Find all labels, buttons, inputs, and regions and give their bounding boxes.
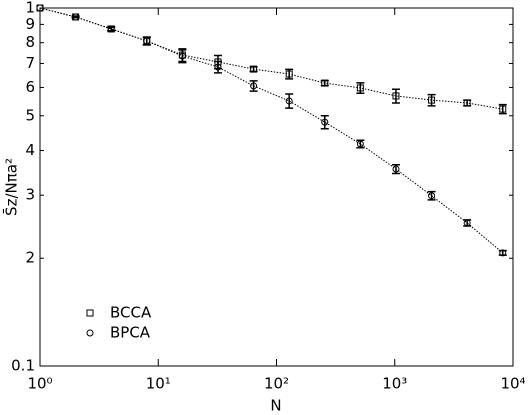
marker — [143, 37, 151, 45]
x-tick-label: 10⁰ — [27, 375, 52, 393]
marker — [36, 4, 44, 12]
marker — [72, 13, 80, 21]
y-tick-label: 9 — [25, 15, 35, 33]
error-bar — [391, 88, 400, 104]
error-bar — [213, 60, 222, 74]
marker — [321, 118, 329, 126]
x-tick-label: 10² — [264, 375, 289, 393]
x-tick-label: 10⁴ — [500, 375, 525, 393]
y-tick-label: 2 — [25, 249, 35, 267]
marker — [285, 70, 293, 78]
marker — [428, 192, 436, 200]
error-bar — [427, 93, 436, 107]
error-bar — [320, 115, 329, 130]
marker — [463, 219, 471, 227]
marker — [428, 96, 436, 104]
marker — [499, 105, 507, 113]
error-bar — [178, 49, 187, 64]
marker — [463, 99, 471, 107]
x-tick-label: 10³ — [382, 375, 407, 393]
marker — [392, 92, 400, 100]
y-tick-label: 3 — [25, 186, 35, 204]
marker — [499, 249, 507, 257]
y-tick-label: 7 — [25, 54, 35, 72]
marker — [321, 79, 329, 87]
legend-marker — [86, 329, 94, 337]
marker — [285, 97, 293, 105]
x-tick-label: 10¹ — [146, 375, 171, 393]
marker — [214, 63, 222, 71]
y-tick-label: 0.1 — [11, 357, 35, 375]
y-tick-label: 1 — [25, 0, 35, 17]
marker — [356, 140, 364, 148]
y-tick-label: 6 — [25, 78, 35, 96]
legend-label: BPCA — [110, 324, 151, 342]
legend-marker — [86, 309, 94, 317]
y-tick-label: 8 — [25, 33, 35, 51]
marker — [250, 65, 258, 73]
y-tick-label: 5 — [25, 106, 35, 124]
y-tick-label: 4 — [25, 141, 35, 159]
marker — [392, 165, 400, 173]
marker — [250, 82, 258, 90]
y-axis-label: S̄z/Nπa² — [2, 158, 21, 216]
legend-label: BCCA — [110, 304, 152, 322]
error-bar — [285, 93, 294, 109]
series-line — [39, 7, 503, 110]
series-line — [39, 7, 504, 254]
marker — [178, 52, 186, 60]
marker — [107, 25, 115, 33]
x-axis-label: N — [270, 397, 281, 415]
marker — [356, 84, 364, 92]
